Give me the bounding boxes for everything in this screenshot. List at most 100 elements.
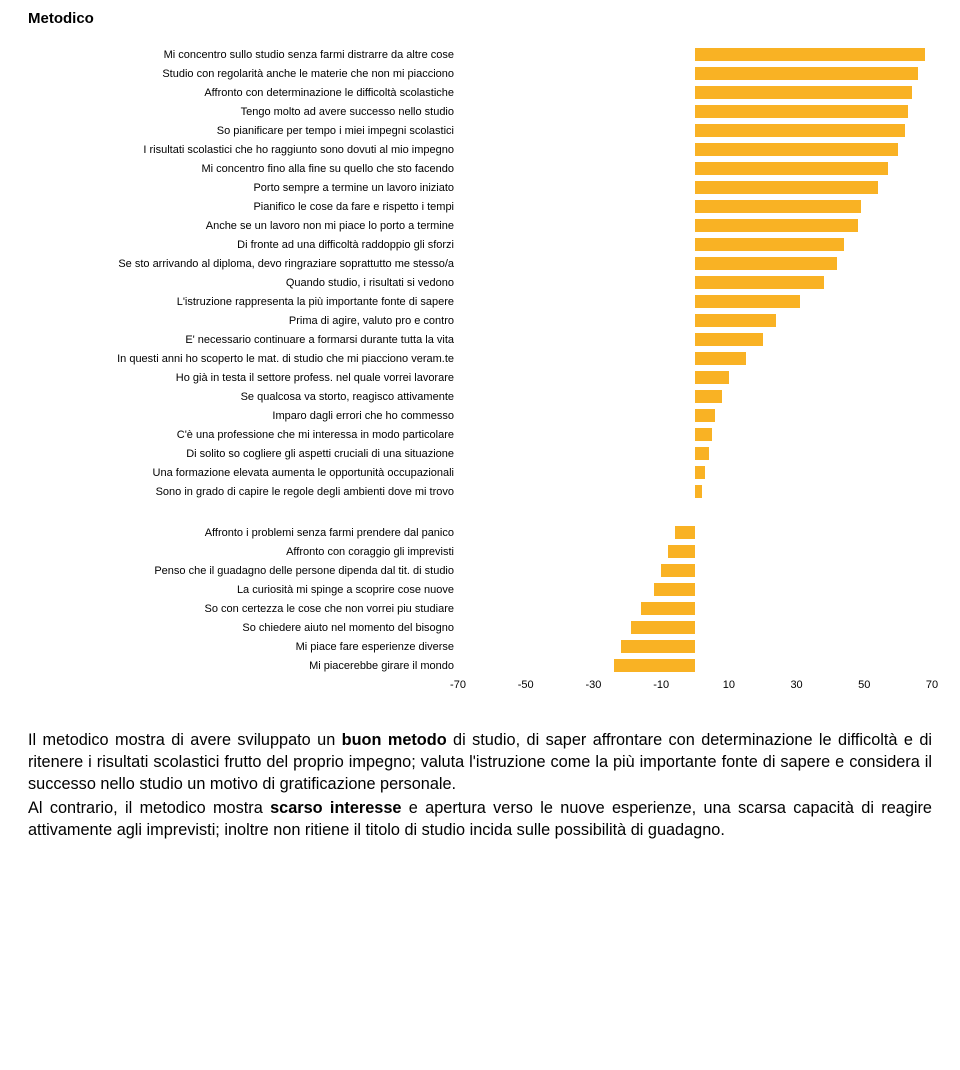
chart-bar (695, 200, 861, 213)
chart-bar (695, 219, 858, 232)
chart-bar (695, 390, 722, 403)
chart-row-label: In questi anni ho scoperto le mat. di st… (28, 353, 458, 365)
chart-row: Pianifico le cose da fare e rispetto i t… (28, 197, 932, 216)
chart-row: So pianificare per tempo i miei impegni … (28, 121, 932, 140)
chart-bar (668, 545, 695, 558)
chart-row-label: L'istruzione rappresenta la più importan… (28, 296, 458, 308)
chart-row-label: Porto sempre a termine un lavoro iniziat… (28, 182, 458, 194)
chart-row-label: So pianificare per tempo i miei impegni … (28, 125, 458, 137)
chart-row: So chiedere aiuto nel momento del bisogn… (28, 618, 932, 637)
chart-row: Porto sempre a termine un lavoro iniziat… (28, 178, 932, 197)
chart-row-label: La curiosità mi spinge a scoprire cose n… (28, 584, 458, 596)
p1-text-a: Il metodico mostra di avere sviluppato u… (28, 731, 342, 749)
axis-tick: 30 (790, 679, 802, 691)
chart-row: Affronto con coraggio gli imprevisti (28, 542, 932, 561)
chart-row-label: Penso che il guadagno delle persone dipe… (28, 565, 458, 577)
chart-bar (695, 67, 918, 80)
chart-x-axis: -70-50-30-1010305070 (28, 679, 932, 701)
chart-bar (695, 428, 712, 441)
chart-row: Quando studio, i risultati si vedono (28, 273, 932, 292)
chart-row: Anche se un lavoro non mi piace lo porto… (28, 216, 932, 235)
chart-row: Penso che il guadagno delle persone dipe… (28, 561, 932, 580)
chart-row: Di solito so cogliere gli aspetti crucia… (28, 444, 932, 463)
chart-row: Una formazione elevata aumenta le opport… (28, 463, 932, 482)
chart-row-plot (458, 580, 932, 599)
chart-row-label: Ho già in testa il settore profess. nel … (28, 372, 458, 384)
axis-tick: -30 (585, 679, 601, 691)
chart-row-plot (458, 523, 932, 542)
chart-row-plot (458, 197, 932, 216)
chart-row-plot (458, 178, 932, 197)
chart-row: Sono in grado di capire le regole degli … (28, 482, 932, 501)
body-text: Il metodico mostra di avere sviluppato u… (28, 729, 932, 841)
chart-row: E' necessario continuare a formarsi dura… (28, 330, 932, 349)
chart-row-label: Mi concentro sullo studio senza farmi di… (28, 49, 458, 61)
chart-row-plot (458, 235, 932, 254)
chart-row: Imparo dagli errori che ho commesso (28, 406, 932, 425)
chart-bar (695, 181, 878, 194)
chart-row-plot (458, 349, 932, 368)
chart-bar (695, 352, 746, 365)
chart-row: Ho già in testa il settore profess. nel … (28, 368, 932, 387)
page-root: Metodico Mi concentro sullo studio senza… (0, 0, 960, 863)
chart-row: Se sto arrivando al diploma, devo ringra… (28, 254, 932, 273)
chart-bar (695, 86, 912, 99)
chart-bar (621, 640, 695, 653)
chart-row-plot (458, 216, 932, 235)
chart-bar (661, 564, 695, 577)
p2-text-a: Al contrario, il metodico mostra (28, 799, 270, 817)
chart-bar (695, 162, 888, 175)
chart-row-plot (458, 637, 932, 656)
chart-row-label: I risultati scolastici che ho raggiunto … (28, 144, 458, 156)
chart-row: La curiosità mi spinge a scoprire cose n… (28, 580, 932, 599)
chart-row: Mi concentro sullo studio senza farmi di… (28, 45, 932, 64)
chart-bar (695, 466, 705, 479)
chart-row-label: Di solito so cogliere gli aspetti crucia… (28, 448, 458, 460)
chart-bar (695, 124, 905, 137)
chart-row-label: Mi piacerebbe girare il mondo (28, 660, 458, 672)
axis-plot: -70-50-30-1010305070 (458, 679, 932, 701)
chart-row-label: Prima di agire, valuto pro e contro (28, 315, 458, 327)
chart-row-plot (458, 254, 932, 273)
chart-row-plot (458, 330, 932, 349)
chart-row: So con certezza le cose che non vorrei p… (28, 599, 932, 618)
chart-bar (695, 485, 702, 498)
axis-tick: 50 (858, 679, 870, 691)
chart-row-plot (458, 656, 932, 675)
chart-row-label: Pianifico le cose da fare e rispetto i t… (28, 201, 458, 213)
chart-row-plot (458, 64, 932, 83)
chart-row-label: C'è una professione che mi interessa in … (28, 429, 458, 441)
paragraph-2: Al contrario, il metodico mostra scarso … (28, 797, 932, 841)
chart-row-label: Se sto arrivando al diploma, devo ringra… (28, 258, 458, 270)
chart-row-label: Imparo dagli errori che ho commesso (28, 410, 458, 422)
chart-bar (695, 409, 715, 422)
chart-row: Di fronte ad una difficoltà raddoppio gl… (28, 235, 932, 254)
chart-row-plot (458, 45, 932, 64)
chart-bar (695, 48, 925, 61)
chart-row-label: Una formazione elevata aumenta le opport… (28, 467, 458, 479)
chart-bar (695, 238, 844, 251)
axis-tick: -70 (450, 679, 466, 691)
chart-bar (631, 621, 695, 634)
chart-bar (695, 371, 729, 384)
chart-row-plot (458, 368, 932, 387)
chart-bar (675, 526, 695, 539)
chart-bar (695, 314, 776, 327)
chart-row-plot (458, 311, 932, 330)
chart-row-label: Sono in grado di capire le regole degli … (28, 486, 458, 498)
chart-row-label: Tengo molto ad avere successo nello stud… (28, 106, 458, 118)
chart-row: Prima di agire, valuto pro e contro (28, 311, 932, 330)
p2-bold-1: scarso interesse (270, 799, 401, 817)
chart-bar (614, 659, 695, 672)
chart-row-label: Mi concentro fino alla fine su quello ch… (28, 163, 458, 175)
chart-gap (28, 501, 932, 523)
chart-row-label: Se qualcosa va storto, reagisco attivame… (28, 391, 458, 403)
chart-row: I risultati scolastici che ho raggiunto … (28, 140, 932, 159)
axis-tick: -50 (518, 679, 534, 691)
chart-row-label: Quando studio, i risultati si vedono (28, 277, 458, 289)
diverging-bar-chart: Mi concentro sullo studio senza farmi di… (28, 45, 932, 701)
chart-row-label: So chiedere aiuto nel momento del bisogn… (28, 622, 458, 634)
chart-row-label: Affronto con determinazione le difficolt… (28, 87, 458, 99)
chart-bar (695, 257, 837, 270)
chart-row-plot (458, 463, 932, 482)
